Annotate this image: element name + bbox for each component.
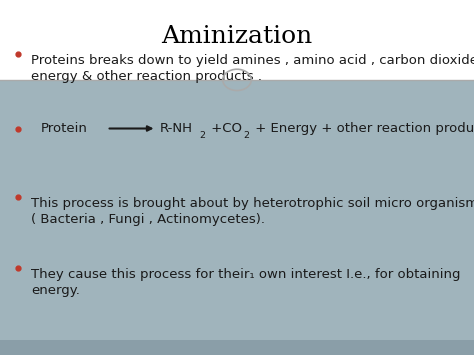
Text: + Energy + other reaction products: + Energy + other reaction products	[251, 122, 474, 135]
Bar	[0, 340, 474, 355]
Text: R-NH: R-NH	[160, 122, 193, 135]
Text: Proteins breaks down to yield amines , amino acid , carbon dioxide ,
energy & ot: Proteins breaks down to yield amines , a…	[31, 54, 474, 83]
Text: 2: 2	[199, 131, 205, 140]
Text: They cause this process for their₁ own interest I.e., for obtaining
energy.: They cause this process for their₁ own i…	[31, 268, 460, 297]
Text: 2: 2	[243, 131, 249, 140]
Text: This process is brought about by heterotrophic soil micro organisms
( Bacteria ,: This process is brought about by heterot…	[31, 197, 474, 226]
Text: Aminization: Aminization	[161, 25, 313, 48]
Text: Protein: Protein	[40, 122, 87, 135]
Bar	[0, 0, 474, 80]
Text: +CO: +CO	[207, 122, 242, 135]
